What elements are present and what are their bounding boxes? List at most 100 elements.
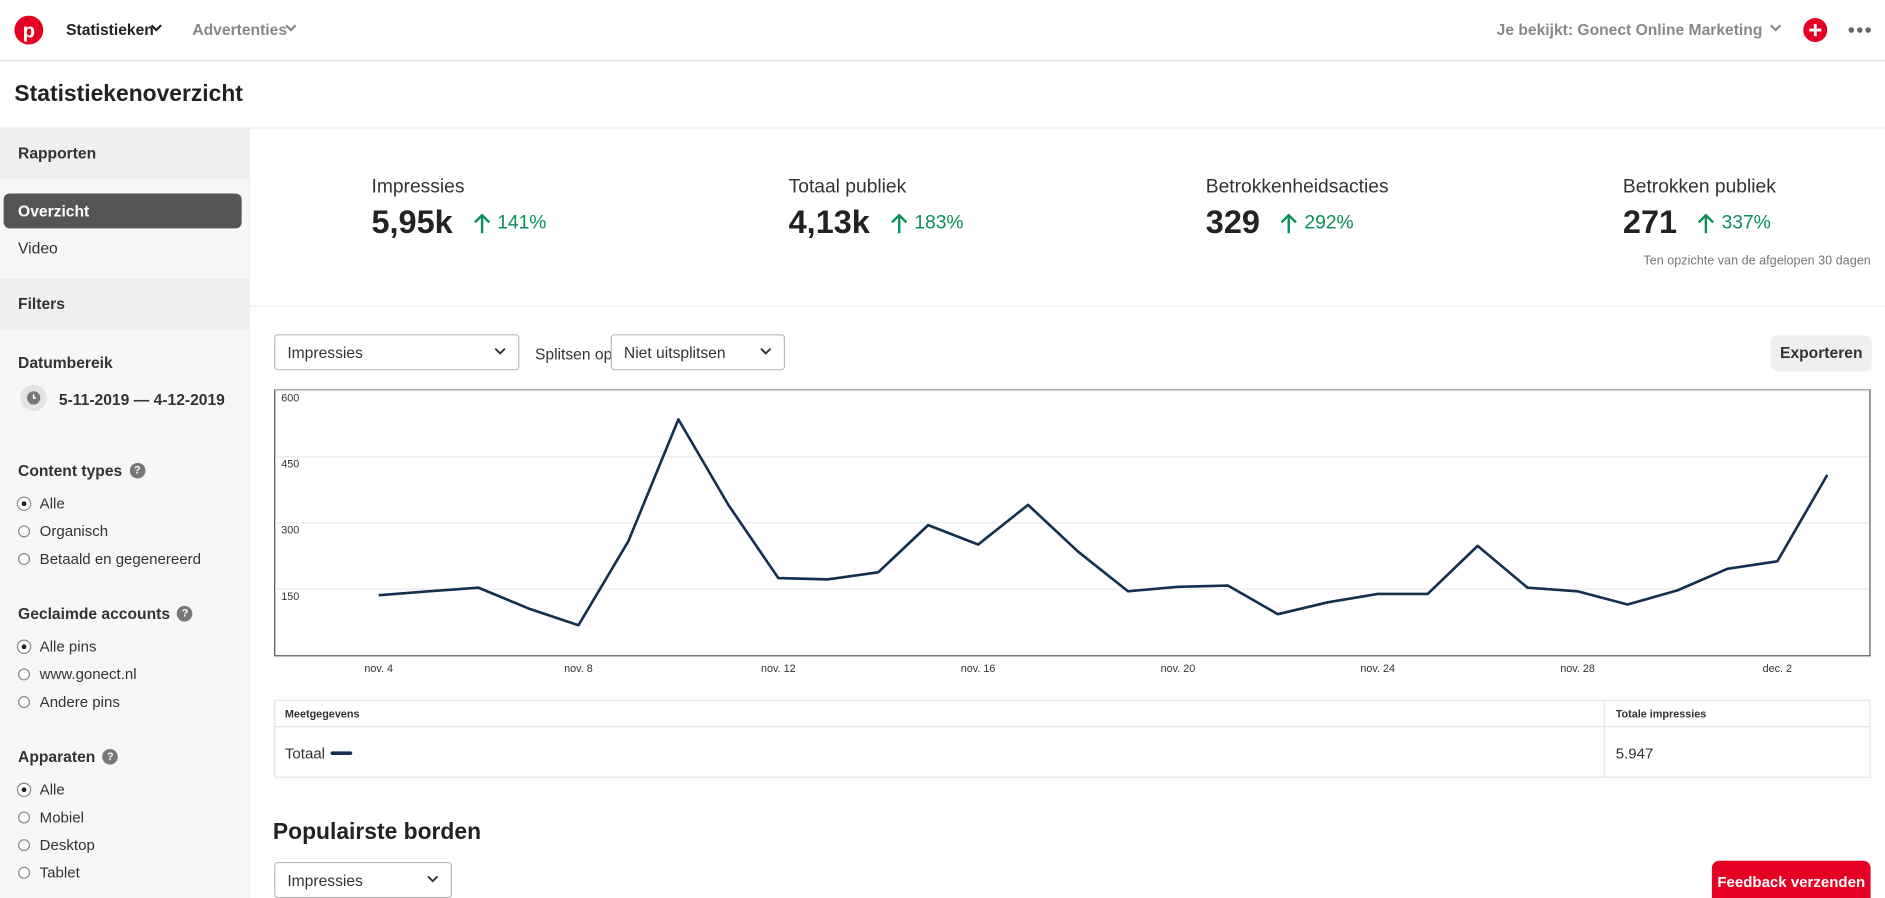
metric-row: 271 337% <box>1623 204 1771 241</box>
metric-label: Betrokkenheidsacties <box>1205 176 1389 198</box>
radio-option[interactable]: Tablet <box>18 858 246 886</box>
row-divider <box>275 726 1870 728</box>
nav-overview[interactable]: Overzicht <box>3 193 242 229</box>
svg-text:p: p <box>23 20 35 42</box>
date-range-label: Datumbereik <box>18 353 113 372</box>
x-tick-label: nov. 28 <box>1560 663 1595 675</box>
sidebar: Rapporten Overzicht Video Filters Datumb… <box>0 128 251 898</box>
x-tick-label: nov. 16 <box>961 663 996 675</box>
radio-option[interactable]: Andere pins <box>18 688 246 716</box>
metric-value: 329 <box>1205 204 1260 241</box>
radio-label: Alle pins <box>39 637 97 655</box>
table-cell: Totaal <box>284 745 326 763</box>
data-line <box>378 418 1829 627</box>
series-swatch <box>330 751 353 755</box>
filter-group: Geclaimde accounts? Alle pins www.gonect.n… <box>18 605 246 716</box>
radio <box>18 695 31 708</box>
metric-label: Betrokken publiek <box>1622 176 1776 198</box>
section-header: Rapporten <box>0 128 249 180</box>
radio-option[interactable]: Betaald en gegenereerd <box>18 545 246 573</box>
metric-label: Impressies <box>371 176 465 198</box>
metric-row: 329 292% <box>1206 204 1354 241</box>
help-icon: ? <box>177 605 193 622</box>
chevron <box>285 24 297 32</box>
chevron <box>150 24 162 32</box>
filter-title: Apparaten? <box>18 748 246 766</box>
radio-option[interactable]: Alle pins <box>18 632 246 660</box>
filter-title-text: Geclaimde accounts <box>18 604 171 623</box>
feedback-button[interactable]: Feedback verzenden <box>1711 860 1871 898</box>
radio-option[interactable]: www.gonect.nl <box>18 660 246 688</box>
page-title: Statistiekenoverzicht <box>14 81 243 107</box>
section-header: Filters <box>0 278 249 330</box>
x-tick-label: nov. 20 <box>1161 663 1196 675</box>
x-tick-label: nov. 12 <box>761 663 796 675</box>
line-chart: 150 300 450 600 nov. 4 nov. 8 nov. 12 nov. 16 no… <box>274 389 1871 675</box>
metric-value: 4,13k <box>788 204 870 241</box>
radio-label: Andere pins <box>39 693 120 710</box>
metric-value: 271 <box>1622 204 1678 241</box>
metric-change: 337% <box>1721 212 1771 233</box>
split-label: Splitsen op <box>534 345 613 364</box>
x-tick-label: nov. 24 <box>1360 663 1395 675</box>
metric-row: 5,95k 141% <box>371 204 546 241</box>
metrics-table: Meetgegevens Totale impressies Totaal 5.… <box>274 699 1871 778</box>
divider <box>0 127 1885 129</box>
ads-menu[interactable]: Advertenties <box>192 20 288 39</box>
x-tick-label: nov. 8 <box>564 663 593 675</box>
filter-group: Content types? Alle Organisch Betaald en ge… <box>18 462 246 573</box>
table-header: Meetgegevens <box>284 708 360 721</box>
radio-option[interactable]: Desktop <box>18 831 246 859</box>
account-switcher[interactable]: Je bekijkt: Gonect Online Marketing <box>1496 20 1763 39</box>
radio-label: www.gonect.nl <box>39 665 137 683</box>
y-tick-label: 150 <box>281 591 299 603</box>
radio-label: Organisch <box>39 522 109 540</box>
select-value: Impressies <box>287 343 363 362</box>
up-arrow <box>473 212 490 233</box>
export-button[interactable]: Exporteren <box>1770 335 1872 372</box>
radio-label: Betaald en gegenereerd <box>39 549 201 567</box>
y-tick-label: 450 <box>281 459 299 471</box>
filter-title: Content types? <box>18 462 246 480</box>
nav-video[interactable]: Video <box>18 239 58 258</box>
metric-change: 292% <box>1304 212 1354 233</box>
chevron <box>427 875 439 883</box>
select-value: Niet uitsplitsen <box>623 343 726 362</box>
pinterest-logo[interactable]: p <box>14 15 44 45</box>
filter-title-text: Apparaten <box>18 747 96 766</box>
radio-option[interactable]: Alle <box>18 775 246 803</box>
boards-metric-select[interactable]: Impressies <box>274 861 453 898</box>
radio-option[interactable]: Mobiel <box>18 803 246 831</box>
radio-label: Alle <box>39 494 65 512</box>
up-arrow <box>890 212 907 233</box>
radio <box>18 810 31 823</box>
metric-change: 183% <box>914 212 964 233</box>
radio <box>18 866 31 879</box>
radio-label: Alle <box>39 780 65 798</box>
radio <box>18 552 31 565</box>
help-icon: ? <box>102 748 119 765</box>
date-range[interactable]: 5-11-2019 — 4-12-2019 <box>58 390 225 409</box>
radio <box>18 524 31 537</box>
metrics-note: Ten opzichte van de afgelopen 30 dagen <box>1643 253 1871 269</box>
split-select[interactable]: Niet uitsplitsen <box>610 334 786 371</box>
create-button[interactable] <box>1803 18 1828 43</box>
metric-change: 141% <box>497 212 547 233</box>
radio-option[interactable]: Organisch <box>18 517 246 545</box>
section-title: Populairste borden <box>272 819 482 846</box>
metric-select[interactable]: Impressies <box>274 334 520 371</box>
stats-menu[interactable]: Statistieken <box>66 20 154 39</box>
arrow-shape <box>1280 212 1297 233</box>
chevron <box>494 347 506 355</box>
divider <box>250 305 1885 307</box>
more-button[interactable] <box>1848 26 1872 33</box>
plot-frame <box>274 389 1871 657</box>
chevron <box>760 347 772 355</box>
radio-option[interactable]: Alle <box>18 489 246 517</box>
filter-title: Geclaimde accounts? <box>18 605 246 623</box>
table-cell: 5.947 <box>1615 745 1654 763</box>
y-tick-label: 600 <box>281 393 299 405</box>
